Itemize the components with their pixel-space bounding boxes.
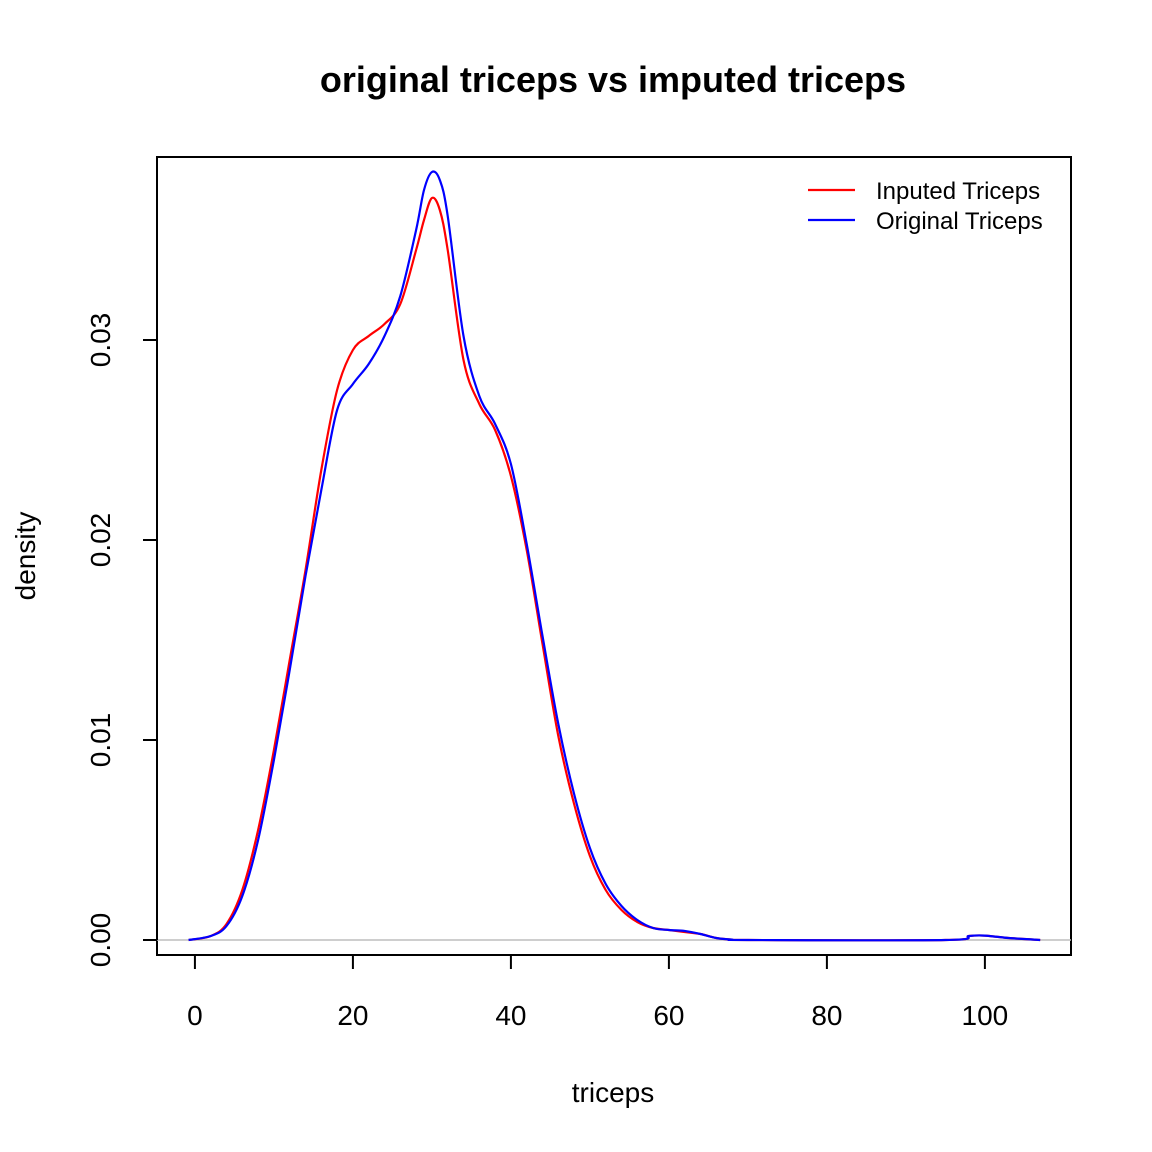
x-tick-label: 20 — [337, 1000, 368, 1031]
y-tick-label: 0.00 — [85, 913, 116, 968]
legend-label: Original Triceps — [876, 208, 1043, 235]
x-tick-label: 100 — [962, 1000, 1009, 1031]
x-tick-label: 0 — [187, 1000, 203, 1031]
x-tick-label: 40 — [495, 1000, 526, 1031]
x-axis-label: triceps — [572, 1077, 654, 1108]
y-tick-label: 0.03 — [85, 313, 116, 368]
x-axis: 0 20 40 60 80 100 — [187, 954, 1009, 1031]
y-tick-label: 0.01 — [85, 713, 116, 768]
series-line-original-triceps — [188, 170, 1041, 942]
chart-title: original triceps vs imputed triceps — [320, 59, 906, 100]
y-axis: 0.00 0.01 0.02 0.03 — [85, 313, 158, 968]
plot-frame — [156, 156, 1072, 956]
legend-label: Inputed Triceps — [876, 178, 1040, 205]
legend: Inputed Triceps Original Triceps — [808, 178, 1043, 235]
series-line-inputed-triceps — [188, 196, 1041, 942]
x-tick-label: 60 — [653, 1000, 684, 1031]
y-axis-label: density — [10, 512, 41, 601]
y-tick-label: 0.02 — [85, 513, 116, 568]
x-tick-label: 80 — [811, 1000, 842, 1031]
